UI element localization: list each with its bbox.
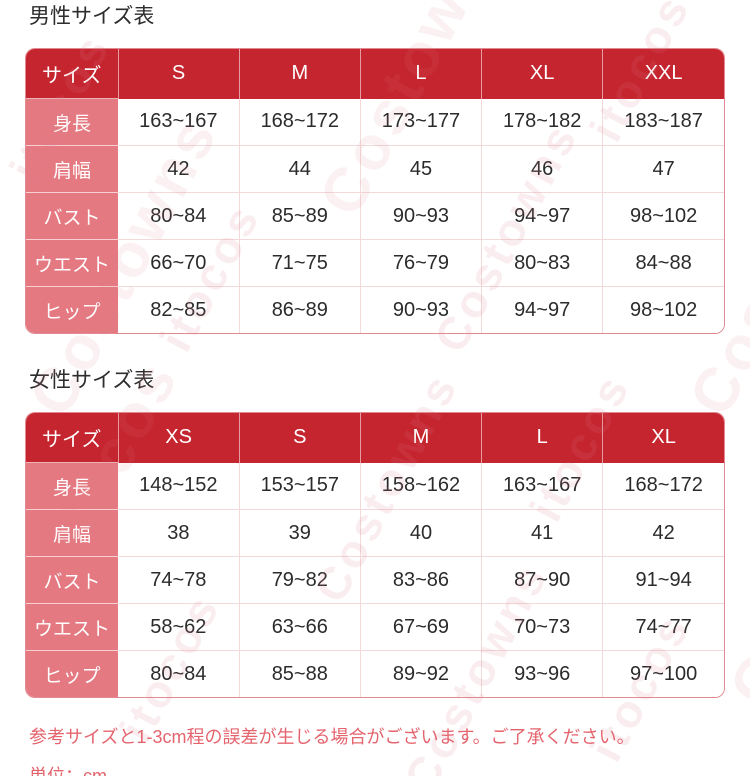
size-value-cell: 94~97: [481, 192, 603, 240]
row-label: ウエスト: [26, 603, 118, 651]
size-value-cell: 90~93: [359, 192, 482, 240]
row-label: ヒップ: [26, 650, 118, 697]
size-value-cell: 47: [602, 145, 724, 193]
size-header-cell: サイズ: [26, 413, 118, 463]
table-row: バスト 74~78 79~82 83~86 87~90 91~94: [26, 556, 724, 604]
size-value-cell: 80~84: [118, 192, 240, 240]
row-label: バスト: [26, 556, 118, 604]
size-header-cell: S: [238, 413, 361, 463]
size-value-cell: 63~66: [238, 603, 361, 651]
size-header-cell: XS: [117, 413, 240, 463]
table-row: 身長 163~167 168~172 173~177 178~182 183~1…: [26, 98, 724, 146]
size-value-cell: 80~83: [481, 239, 603, 287]
table-row: バスト 80~84 85~89 90~93 94~97 98~102: [26, 192, 724, 240]
size-value-cell: 45: [359, 145, 482, 193]
size-value-cell: 58~62: [118, 603, 240, 651]
men-header-row: サイズ S M L XL XXL: [26, 49, 724, 99]
size-header-cell: M: [359, 413, 482, 463]
size-header-cell: XL: [481, 49, 603, 99]
row-label: 肩幅: [26, 145, 118, 193]
size-header-cell: XL: [602, 413, 724, 463]
size-value-cell: 74~78: [118, 556, 240, 604]
women-header-row: サイズ XS S M L XL: [26, 413, 724, 463]
table-row: 身長 148~152 153~157 158~162 163~167 168~1…: [26, 462, 724, 510]
size-value-cell: 44: [238, 145, 361, 193]
row-label: 身長: [26, 98, 118, 146]
women-size-table: サイズ XS S M L XL 身長 148~152 153~157 158~1…: [25, 412, 725, 698]
table-row: ウエスト 58~62 63~66 67~69 70~73 74~77: [26, 603, 724, 651]
men-size-table: サイズ S M L XL XXL 身長 163~167 168~172 173~…: [25, 48, 725, 334]
table-row: ヒップ 82~85 86~89 90~93 94~97 98~102: [26, 286, 724, 333]
size-value-cell: 163~167: [481, 462, 603, 510]
size-value-cell: 82~85: [118, 286, 240, 333]
size-value-cell: 98~102: [602, 192, 724, 240]
size-value-cell: 93~96: [481, 650, 603, 697]
table-row: 肩幅 42 44 45 46 47: [26, 145, 724, 193]
size-value-cell: 83~86: [359, 556, 482, 604]
size-value-cell: 42: [602, 509, 724, 557]
table-row: ウエスト 66~70 71~75 76~79 80~83 84~88: [26, 239, 724, 287]
row-label: ヒップ: [26, 286, 118, 333]
size-value-cell: 46: [481, 145, 603, 193]
size-value-cell: 158~162: [359, 462, 482, 510]
size-tolerance-note: 参考サイズと1-3cm程の誤差が生じる場合がございます。ご了承ください。: [29, 727, 635, 747]
size-header-cell: S: [117, 49, 240, 99]
row-label: バスト: [26, 192, 118, 240]
size-value-cell: 74~77: [602, 603, 724, 651]
size-value-cell: 80~84: [118, 650, 240, 697]
size-value-cell: 85~89: [238, 192, 361, 240]
size-value-cell: 41: [481, 509, 603, 557]
size-value-cell: 39: [238, 509, 361, 557]
size-value-cell: 94~97: [481, 286, 603, 333]
size-header-cell: XXL: [602, 49, 724, 99]
size-value-cell: 79~82: [238, 556, 361, 604]
size-value-cell: 71~75: [238, 239, 361, 287]
size-value-cell: 38: [118, 509, 240, 557]
men-size-table-title: 男性サイズ表: [29, 5, 155, 28]
size-value-cell: 89~92: [359, 650, 482, 697]
size-value-cell: 91~94: [602, 556, 724, 604]
size-header-cell: サイズ: [26, 49, 118, 99]
size-header-cell: M: [238, 49, 361, 99]
size-value-cell: 98~102: [602, 286, 724, 333]
women-size-table-title: 女性サイズ表: [29, 369, 155, 392]
size-value-cell: 87~90: [481, 556, 603, 604]
size-value-cell: 153~157: [238, 462, 361, 510]
table-row: 肩幅 38 39 40 41 42: [26, 509, 724, 557]
size-value-cell: 67~69: [359, 603, 482, 651]
size-value-cell: 178~182: [481, 98, 603, 146]
size-header-cell: L: [359, 49, 482, 99]
size-value-cell: 85~88: [238, 650, 361, 697]
size-value-cell: 173~177: [359, 98, 482, 146]
size-value-cell: 168~172: [238, 98, 361, 146]
size-header-cell: L: [481, 413, 603, 463]
table-row: ヒップ 80~84 85~88 89~92 93~96 97~100: [26, 650, 724, 697]
size-value-cell: 66~70: [118, 239, 240, 287]
size-value-cell: 76~79: [359, 239, 482, 287]
size-value-cell: 90~93: [359, 286, 482, 333]
size-value-cell: 42: [118, 145, 240, 193]
size-value-cell: 86~89: [238, 286, 361, 333]
row-label: 身長: [26, 462, 118, 510]
size-value-cell: 40: [359, 509, 482, 557]
row-label: ウエスト: [26, 239, 118, 287]
size-value-cell: 163~167: [118, 98, 240, 146]
size-value-cell: 168~172: [602, 462, 724, 510]
unit-note: 単位：cm: [29, 766, 107, 776]
size-value-cell: 183~187: [602, 98, 724, 146]
row-label: 肩幅: [26, 509, 118, 557]
size-value-cell: 70~73: [481, 603, 603, 651]
size-value-cell: 97~100: [602, 650, 724, 697]
size-value-cell: 148~152: [118, 462, 240, 510]
size-value-cell: 84~88: [602, 239, 724, 287]
